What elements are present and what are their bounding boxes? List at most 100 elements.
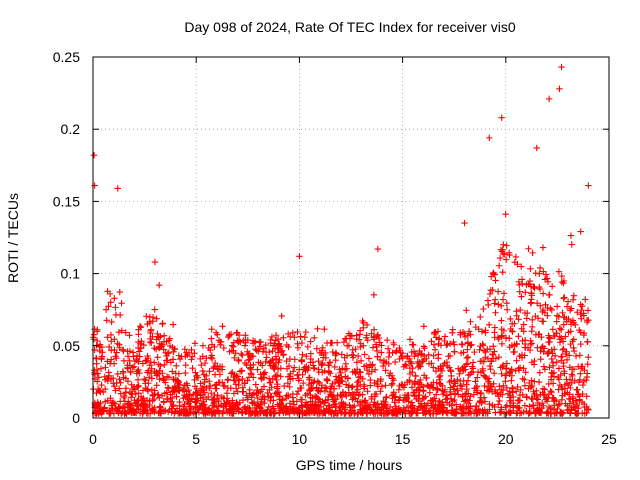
data-point <box>353 366 361 373</box>
data-point <box>461 391 469 398</box>
data-point <box>459 403 466 411</box>
data-point <box>484 375 491 383</box>
data-point <box>299 371 306 378</box>
data-point <box>246 386 253 394</box>
data-point <box>519 375 526 383</box>
data-point <box>214 362 221 370</box>
data-point-peak <box>533 144 540 152</box>
data-point <box>398 381 405 388</box>
data-point <box>166 406 173 414</box>
data-point <box>584 307 592 314</box>
data-point <box>212 329 220 336</box>
data-point <box>269 375 276 382</box>
data-point <box>215 337 223 344</box>
data-point <box>273 355 280 362</box>
data-point <box>526 280 534 288</box>
data-point <box>289 329 296 337</box>
data-point <box>510 348 517 356</box>
data-point <box>559 309 566 317</box>
data-point <box>364 337 371 344</box>
data-point <box>300 365 308 373</box>
data-point <box>171 388 178 396</box>
data-point <box>232 381 240 388</box>
data-point <box>170 376 178 383</box>
data-point <box>343 335 350 342</box>
data-point <box>416 347 423 355</box>
data-point <box>410 348 418 355</box>
data-point <box>208 335 215 342</box>
data-point <box>528 327 535 335</box>
data-point <box>180 385 187 393</box>
data-point <box>298 339 306 347</box>
data-point <box>499 296 507 303</box>
data-point <box>408 360 415 367</box>
data-point <box>446 352 454 360</box>
data-point <box>389 395 396 402</box>
data-point <box>263 354 270 361</box>
data-point <box>386 369 394 377</box>
data-point <box>280 351 287 359</box>
data-point <box>105 343 113 351</box>
data-point <box>300 379 307 387</box>
data-point <box>560 359 567 367</box>
data-point <box>349 406 357 414</box>
data-point <box>569 317 577 324</box>
data-point <box>290 398 297 405</box>
data-point <box>399 382 406 389</box>
data-point <box>465 409 473 417</box>
data-point <box>272 337 279 344</box>
data-point <box>159 320 166 327</box>
data-point <box>264 389 271 397</box>
data-point <box>320 399 328 407</box>
data-point <box>199 394 207 401</box>
data-point <box>291 356 298 363</box>
data-point <box>421 401 428 409</box>
data-point <box>563 303 571 310</box>
data-point <box>151 404 158 412</box>
data-point <box>436 398 443 406</box>
data-point <box>351 391 358 398</box>
data-point <box>502 372 509 379</box>
data-point <box>206 368 213 375</box>
data-point <box>520 321 527 328</box>
data-point <box>326 359 334 366</box>
data-point <box>490 380 497 388</box>
data-point <box>513 308 520 315</box>
data-point <box>456 370 463 378</box>
data-point <box>357 357 365 365</box>
data-point <box>519 391 526 398</box>
data-point <box>160 398 167 405</box>
data-point <box>433 408 440 415</box>
data-point <box>577 301 584 308</box>
data-point <box>450 378 458 385</box>
data-point <box>94 370 101 377</box>
data-point <box>359 404 366 412</box>
data-point <box>379 362 387 370</box>
data-point <box>560 345 567 353</box>
data-point <box>286 373 293 380</box>
data-point <box>203 372 210 379</box>
data-point <box>517 306 524 314</box>
data-point <box>113 355 120 362</box>
data-point <box>523 315 530 322</box>
data-point <box>286 383 293 391</box>
data-point <box>363 402 371 409</box>
data-point <box>244 396 251 403</box>
data-point <box>564 298 572 305</box>
data-point <box>135 326 142 333</box>
data-point <box>309 394 316 402</box>
data-point <box>199 342 207 349</box>
data-point <box>534 314 542 322</box>
data-point <box>495 262 503 269</box>
data-point <box>497 246 505 253</box>
data-point <box>403 403 411 411</box>
data-point <box>536 270 543 277</box>
data-point <box>199 353 206 360</box>
data-point <box>208 341 216 348</box>
data-point <box>271 363 279 371</box>
data-point <box>509 385 517 392</box>
data-point <box>155 361 162 368</box>
data-point <box>471 385 478 392</box>
data-point <box>361 351 368 358</box>
